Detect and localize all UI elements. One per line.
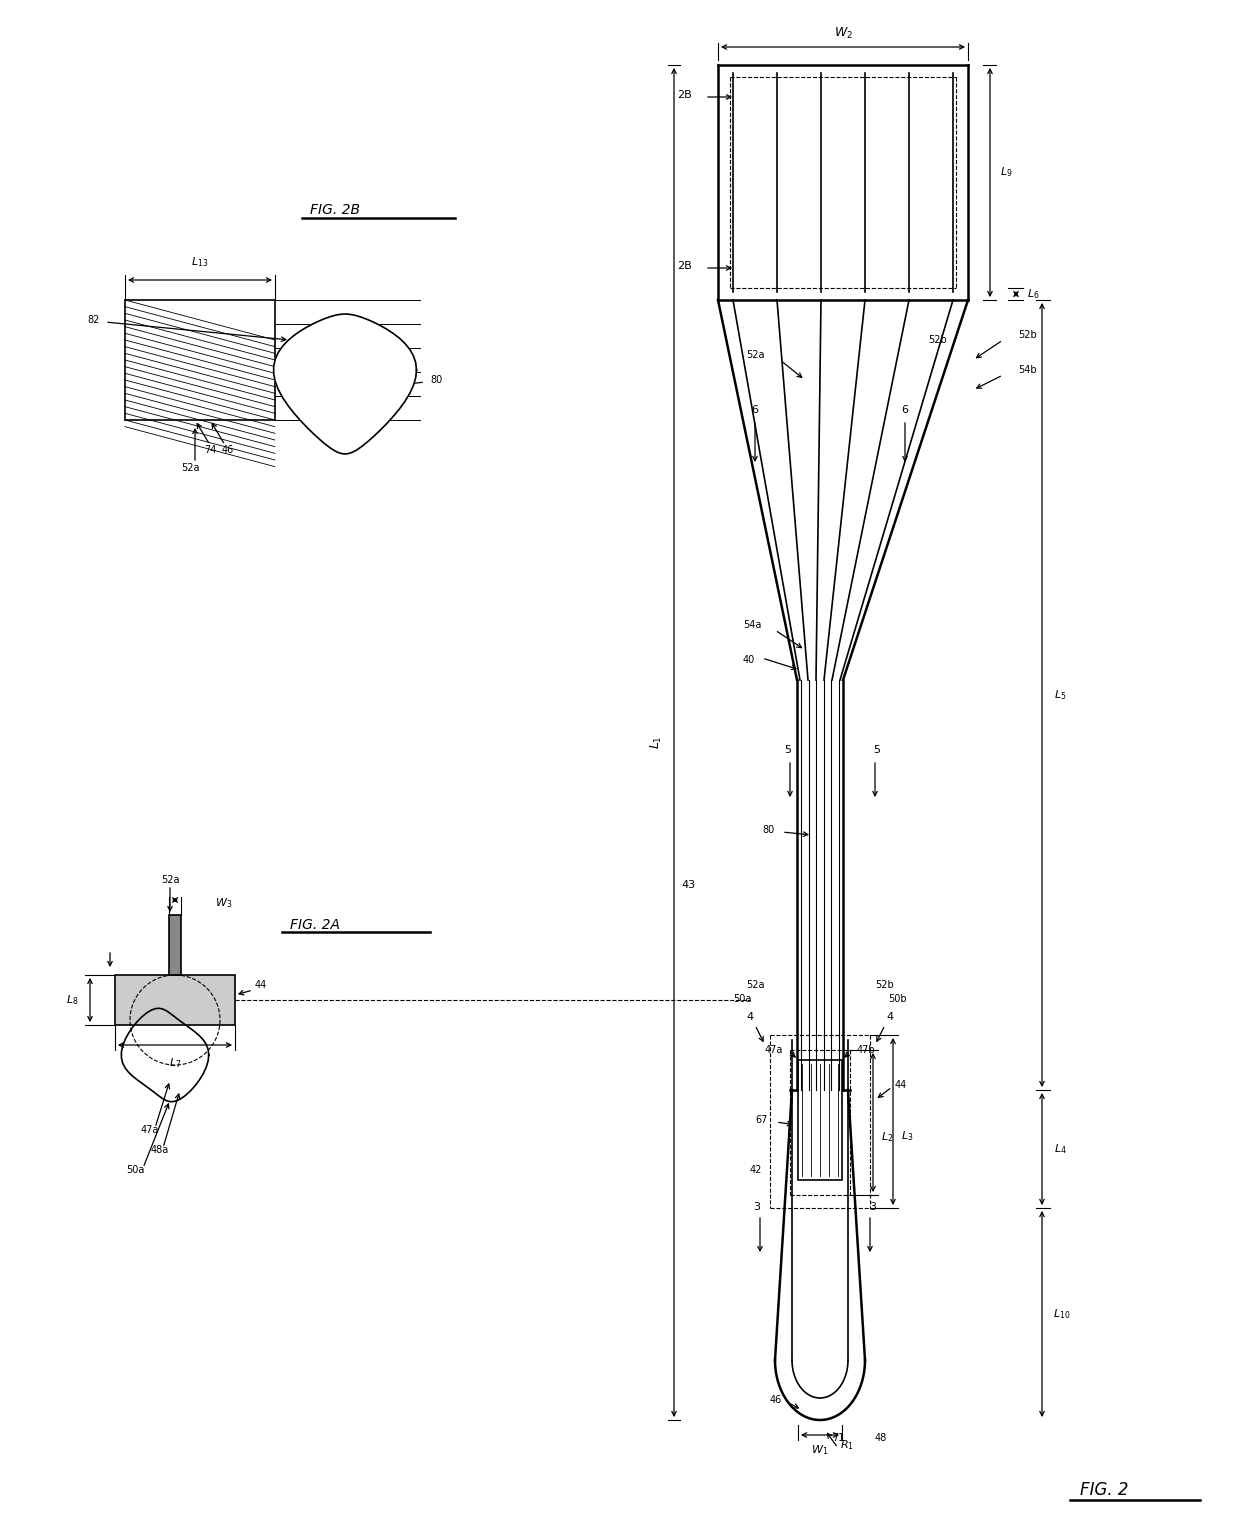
Text: 3: 3 xyxy=(754,1202,760,1212)
Text: $L_3$: $L_3$ xyxy=(900,1129,913,1143)
Text: 80: 80 xyxy=(430,375,443,386)
Text: $W_2$: $W_2$ xyxy=(833,26,852,41)
Text: 74: 74 xyxy=(203,445,216,456)
Polygon shape xyxy=(122,1009,208,1102)
Text: $L_1$: $L_1$ xyxy=(649,736,663,750)
Bar xyxy=(799,1061,842,1180)
Text: 2B: 2B xyxy=(677,90,692,101)
Text: $L_2$: $L_2$ xyxy=(880,1131,893,1145)
Text: $L_{10}$: $L_{10}$ xyxy=(1053,1308,1071,1321)
Bar xyxy=(169,914,181,975)
Text: 44: 44 xyxy=(895,1081,908,1090)
Text: 2B: 2B xyxy=(677,261,692,271)
Text: 80: 80 xyxy=(763,824,775,835)
Text: FIG. 2A: FIG. 2A xyxy=(290,917,340,933)
Bar xyxy=(115,975,236,1026)
Text: FIG. 2: FIG. 2 xyxy=(1080,1481,1128,1500)
Text: 40: 40 xyxy=(743,655,755,664)
Text: 47a: 47a xyxy=(765,1045,782,1055)
Text: 48a: 48a xyxy=(151,1145,169,1155)
Text: 52a: 52a xyxy=(161,875,180,885)
Text: 54b: 54b xyxy=(1018,366,1037,375)
Text: 44: 44 xyxy=(255,980,268,991)
Text: 67: 67 xyxy=(755,1116,768,1125)
Text: 52b: 52b xyxy=(929,335,947,344)
Text: $L_6$: $L_6$ xyxy=(1027,287,1039,300)
Text: $R_1$: $R_1$ xyxy=(839,1439,854,1452)
Text: $L_9$: $L_9$ xyxy=(999,166,1012,180)
Text: 5: 5 xyxy=(785,745,791,754)
Text: $L_4$: $L_4$ xyxy=(1054,1141,1066,1155)
Text: 52a: 52a xyxy=(746,980,765,991)
Text: $W_3$: $W_3$ xyxy=(215,896,232,910)
Text: 82: 82 xyxy=(88,315,100,325)
Text: 4: 4 xyxy=(887,1012,894,1023)
Text: FIG. 2B: FIG. 2B xyxy=(310,203,360,216)
Text: 42: 42 xyxy=(750,1164,763,1175)
Text: 52b: 52b xyxy=(875,980,894,991)
Text: 50a: 50a xyxy=(125,1164,144,1175)
Text: 52a: 52a xyxy=(181,463,200,472)
Text: $L_7$: $L_7$ xyxy=(169,1056,181,1070)
Text: 47a: 47a xyxy=(141,1125,159,1135)
Text: 6: 6 xyxy=(901,405,909,415)
Text: 46: 46 xyxy=(770,1394,782,1405)
Text: 46: 46 xyxy=(222,445,234,456)
Text: 52a: 52a xyxy=(746,351,765,360)
Text: 54a: 54a xyxy=(744,620,763,629)
Text: 48: 48 xyxy=(875,1433,888,1443)
Text: 50b: 50b xyxy=(888,994,906,1004)
Text: 4: 4 xyxy=(746,1012,754,1023)
Text: $L_5$: $L_5$ xyxy=(1054,689,1066,703)
Polygon shape xyxy=(274,314,417,454)
Text: 47b: 47b xyxy=(857,1045,875,1055)
Text: $W_1$: $W_1$ xyxy=(811,1443,828,1457)
Text: 43: 43 xyxy=(681,879,696,890)
Text: 71: 71 xyxy=(832,1433,844,1443)
Text: 52b: 52b xyxy=(1018,331,1037,340)
Text: 50a: 50a xyxy=(734,994,751,1004)
Text: 6: 6 xyxy=(751,405,759,415)
Text: 5: 5 xyxy=(873,745,880,754)
Bar xyxy=(125,300,275,421)
Text: 3: 3 xyxy=(869,1202,877,1212)
Text: $L_8$: $L_8$ xyxy=(66,994,78,1007)
Text: $L_{13}$: $L_{13}$ xyxy=(191,255,208,268)
